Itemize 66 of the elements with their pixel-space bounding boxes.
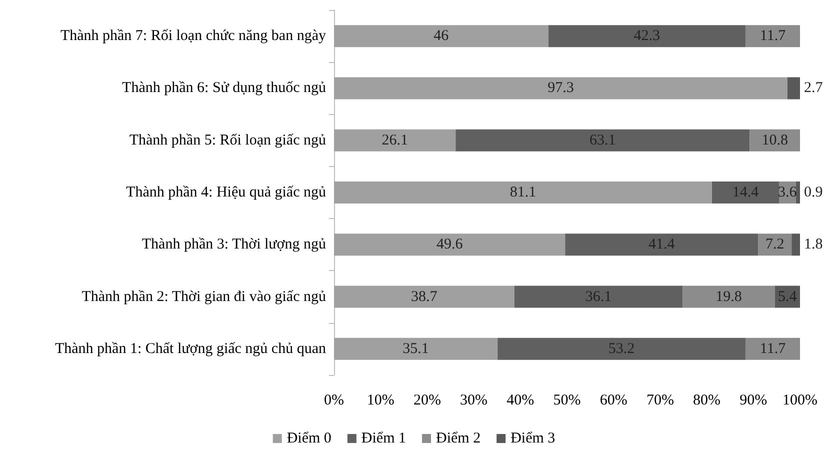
x-tick-label: 90%: [740, 392, 768, 408]
bar: [796, 182, 800, 204]
bar: [334, 234, 566, 256]
data-label: 2.7: [804, 80, 824, 96]
bar: [758, 234, 792, 256]
bar: [750, 129, 800, 152]
bar: [334, 286, 514, 308]
bar: [334, 338, 498, 360]
x-tick-label: 50%: [553, 392, 581, 408]
bar: [334, 77, 788, 100]
y-tick-label: Thành phần 7: Rối loạn chức năng ban ngày: [60, 28, 326, 44]
data-label: 63.1: [590, 132, 616, 148]
bar: [456, 129, 750, 152]
data-label: 5.4: [778, 288, 798, 305]
bar: [787, 77, 800, 100]
x-tick-label: 80%: [693, 392, 721, 408]
bar: [334, 25, 548, 48]
data-label: 10.8: [762, 132, 788, 148]
x-tick-label: 100%: [782, 392, 818, 408]
data-label: 26.1: [382, 132, 408, 148]
data-label: 11.7: [760, 28, 786, 44]
data-label: 1.8: [804, 236, 823, 253]
data-label: 81.1: [510, 184, 536, 200]
legend-label: Điểm 0: [286, 430, 332, 446]
data-label: 7.2: [765, 236, 784, 253]
y-tick-label: Thành phần 2: Thời gian đi vào giấc ngủ: [82, 288, 326, 305]
x-tick-label: 20%: [413, 392, 441, 408]
bar: [745, 25, 800, 48]
legend-label: Điểm 3: [510, 430, 556, 446]
x-tick-label: 0%: [324, 392, 344, 408]
y-tick-label: Thành phần 3: Thời lượng ngủ: [142, 236, 326, 253]
y-tick-label: Thành phần 4: Hiệu quả giấc ngủ: [126, 184, 326, 200]
bar: [514, 286, 683, 308]
x-tick-label: 10%: [366, 392, 394, 408]
bar: [334, 129, 456, 152]
data-label: 49.6: [436, 236, 464, 253]
y-tick-label: Thành phần 1: Chất lượng giấc ngủ chủ quan: [54, 340, 326, 357]
data-label: 53.2: [608, 340, 635, 357]
data-label: 38.7: [411, 288, 438, 305]
data-label: 0.9: [804, 184, 823, 200]
y-tick-label: Thành phần 6: Sử dụng thuốc ngủ: [122, 80, 326, 96]
x-tick-label: 40%: [506, 392, 534, 408]
x-tick-label: 60%: [600, 392, 628, 408]
data-label: 35.1: [402, 340, 429, 357]
data-label: 97.3: [548, 80, 574, 96]
data-label: 19.8: [716, 288, 742, 305]
legend-label: Điểm 2: [436, 430, 481, 446]
bar: [565, 234, 758, 256]
bar: [682, 286, 775, 308]
data-label: 42.3: [634, 28, 660, 44]
bar: [498, 338, 746, 360]
data-label: 41.4: [648, 236, 676, 253]
data-label: 36.1: [585, 288, 612, 305]
data-label: 46: [434, 28, 450, 44]
bar: [745, 338, 800, 360]
data-label: 3.6: [778, 184, 798, 200]
legend-label: Điểm 1: [361, 430, 406, 446]
bar: [334, 182, 712, 204]
bar: [548, 25, 746, 48]
x-tick-label: 70%: [646, 392, 674, 408]
data-label: 14.4: [732, 184, 760, 200]
data-label: 11.7: [760, 340, 786, 357]
y-tick-label: Thành phần 5: Rối loạn giấc ngủ: [129, 132, 326, 148]
x-tick-label: 30%: [460, 392, 488, 408]
bar: [792, 234, 800, 256]
bar: [712, 182, 780, 204]
